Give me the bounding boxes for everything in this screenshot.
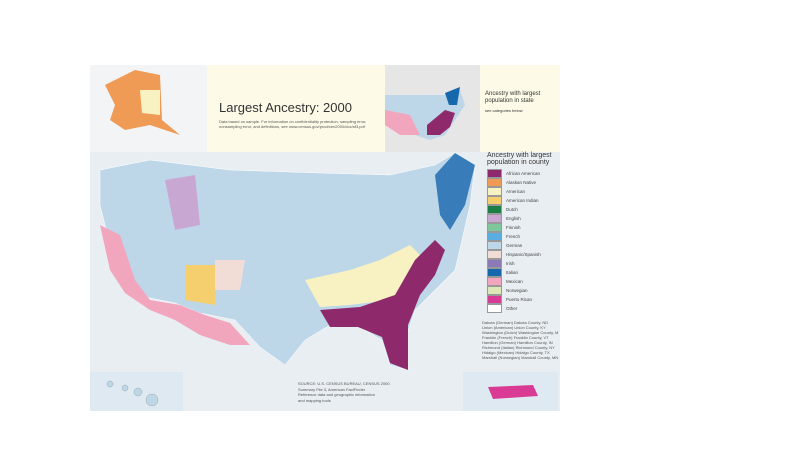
legend-swatch — [487, 268, 502, 277]
legend-item: Puerto Rican — [487, 295, 559, 304]
legend-label: French — [506, 234, 521, 239]
puerto-rico-inset — [463, 372, 558, 411]
legend-label: Irish — [506, 261, 515, 266]
region-english — [165, 175, 200, 230]
legend-item: African American — [487, 169, 559, 178]
legend-item: Italian — [487, 268, 559, 277]
legend-label: Hispanic/Spanish — [506, 252, 541, 257]
legend-label: English — [506, 216, 521, 221]
legend-label: American Indian — [506, 198, 539, 203]
legend-item: English — [487, 214, 559, 223]
notes-line: Hidalgo (Mexican) Hidalgo County, TX — [482, 350, 550, 355]
legend-label: Norwegian — [506, 288, 528, 293]
legend-swatch — [487, 259, 502, 268]
legend-label: Alaskan Native — [506, 180, 537, 185]
legend-item: Hispanic/Spanish — [487, 250, 559, 259]
legend-item: Other — [487, 304, 559, 313]
legend-title: Ancestry with largest population in coun… — [487, 152, 552, 166]
source-line: Reference data and geographic informatio… — [298, 392, 375, 397]
legend-swatch — [487, 187, 502, 196]
region-african-american — [320, 240, 445, 370]
legend-label: Puerto Rican — [506, 297, 533, 302]
legend-label: Mexican — [506, 279, 523, 284]
legend-swatch — [487, 286, 502, 295]
legend-label: German — [506, 243, 523, 248]
notes-line: Washington (Dutch) Washington County, MN — [482, 330, 558, 335]
legend-item: Dutch — [487, 205, 559, 214]
map-subtitle: Data based on sample. For information on… — [219, 119, 367, 129]
notes: Dakota (German) Dakota County, ND Union (… — [482, 320, 558, 360]
notes-line: Hamilton (German) Hamilton County, IN — [482, 340, 553, 345]
region-italian — [435, 153, 475, 230]
region-american-indian — [185, 265, 215, 305]
legend-item: Mexican — [487, 277, 559, 286]
legend-label: African American — [506, 171, 541, 176]
hawaii-inset — [90, 372, 183, 411]
alaska-map — [105, 70, 180, 135]
legend-swatch — [487, 241, 502, 250]
region-hispanic — [215, 260, 245, 290]
legend-swatch — [487, 295, 502, 304]
notes-line: Union (American) Union County, KY — [482, 325, 546, 330]
puerto-rico-map — [488, 385, 538, 399]
hawaii-map — [106, 380, 159, 407]
legend-item: Alaskan Native — [487, 178, 559, 187]
legend-label: Finnish — [506, 225, 521, 230]
legend-label: Italian — [506, 270, 519, 275]
legend-swatch — [487, 250, 502, 259]
legend-item: Irish — [487, 259, 559, 268]
legend-swatch — [487, 169, 502, 178]
us-county-map[interactable] — [90, 65, 560, 411]
source-line: SOURCE: U.S. CENSUS BUREAU, CENSUS 2000 — [298, 381, 390, 386]
region-american — [305, 245, 420, 307]
legend-label: American — [506, 189, 526, 194]
notes-line: Dakota (German) Dakota County, ND — [482, 320, 549, 325]
legend-label: Dutch — [506, 207, 518, 212]
legend-swatch — [487, 304, 502, 313]
state-inset-subtitle: see categories below — [485, 108, 523, 113]
legend-swatch — [487, 196, 502, 205]
state-map — [385, 65, 480, 152]
state-inset: Ancestry with largest population in stat… — [385, 65, 560, 152]
legend-swatch — [487, 277, 502, 286]
alaska-inset — [90, 65, 207, 152]
legend-label: Other — [506, 306, 518, 311]
notes-line: Marshall (Norwegian) Marshall County, MN — [482, 355, 558, 360]
legend-swatch — [487, 232, 502, 241]
legend-item: Norwegian — [487, 286, 559, 295]
source-line: Summary File 3, American FactFinder — [298, 386, 366, 392]
legend-item: American Indian — [487, 196, 559, 205]
notes-line: Franklin (French) Franklin County, VT — [482, 335, 549, 340]
legend-item: German — [487, 241, 559, 250]
legend-item: Finnish — [487, 223, 559, 232]
legend-swatch — [487, 214, 502, 223]
title-box: Largest Ancestry: 2000 Data based on sam… — [207, 65, 385, 152]
legend-swatch — [487, 223, 502, 232]
legend: Ancestry with largest population in coun… — [487, 152, 559, 313]
source-line: and mapping tools — [298, 397, 331, 403]
legend-item: American — [487, 187, 559, 196]
legend-item: French — [487, 232, 559, 241]
legend-swatch — [487, 178, 502, 187]
source-note: SOURCE: U.S. CENSUS BUREAU, CENSUS 2000 S… — [298, 381, 408, 403]
map-title: Largest Ancestry: 2000 — [219, 100, 352, 115]
state-inset-title: Ancestry with largest population in stat… — [485, 91, 541, 104]
region-mexican — [100, 225, 250, 345]
notes-line: Richmond (Italian) Richmond County, NY — [482, 345, 555, 350]
legend-swatch — [487, 205, 502, 214]
